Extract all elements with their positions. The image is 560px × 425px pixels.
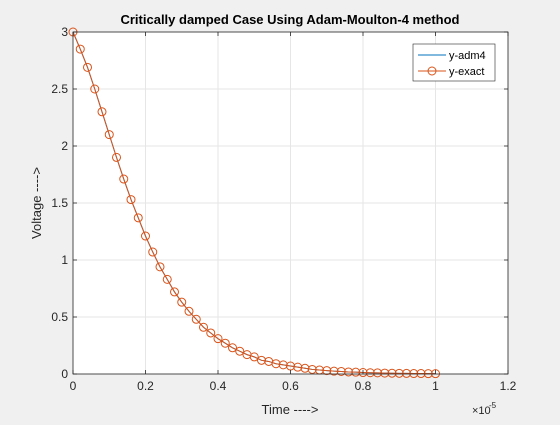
- x-tick-label: 0: [70, 379, 77, 393]
- y-tick-label: 1.5: [51, 196, 68, 210]
- series-point-y-exact: [155, 262, 165, 272]
- series-point-y-exact: [336, 366, 346, 376]
- series-point-y-exact: [278, 360, 288, 370]
- series-point-y-exact: [402, 368, 411, 378]
- series-point-y-exact: [300, 363, 310, 373]
- legend-exact-marker: [427, 66, 437, 76]
- y-axis-label: Voltage ---->: [29, 167, 44, 239]
- series-point-y-exact: [97, 107, 107, 117]
- series-point-y-exact: [257, 355, 266, 365]
- series-point-y-exact: [206, 328, 216, 338]
- y-tick-label: 0: [61, 367, 68, 381]
- series-point-y-exact: [75, 44, 85, 54]
- series-point-y-exact: [358, 368, 368, 378]
- legend-exact-label: y-exact: [449, 66, 484, 78]
- series-point-y-exact: [344, 367, 353, 377]
- series-point-y-exact: [293, 362, 303, 372]
- series-point-y-exact: [162, 274, 172, 284]
- series-line-y-exact: [72, 31, 436, 375]
- series-point-y-exact: [133, 213, 143, 223]
- series-point-y-exact: [307, 364, 317, 374]
- x-tick-label: 0.6: [282, 379, 299, 393]
- series-point-y-exact: [409, 369, 419, 379]
- series-point-y-exact: [249, 352, 259, 362]
- series-point-y-exact: [387, 368, 397, 378]
- y-tick-label: 3: [61, 25, 68, 39]
- series-point-y-exact: [228, 343, 237, 353]
- x-axis-label: Time ---->: [262, 402, 319, 417]
- x-exponent-power: -5: [489, 401, 497, 410]
- series-point-y-exact: [90, 84, 100, 94]
- y-tick-label: 1: [61, 253, 68, 267]
- series-point-y-exact: [104, 130, 114, 140]
- series-point-y-exact: [213, 334, 223, 344]
- series-point-y-exact: [83, 62, 92, 72]
- series-point-y-exact: [365, 368, 375, 378]
- series-point-y-exact: [170, 287, 179, 297]
- ticks: 0 0.2 0.4 0.6 0.8 1 1.2 0 0.5 1 1.5 2 2.5 3: [51, 25, 516, 393]
- series-point-y-exact: [112, 152, 121, 162]
- series-point-y-exact: [329, 366, 339, 376]
- series-point-y-exact: [141, 231, 150, 241]
- series-point-y-exact: [416, 369, 426, 379]
- legend: y-adm4 y-exact: [412, 43, 496, 82]
- y-tick-label: 0.5: [51, 310, 68, 324]
- series-layer: [68, 27, 440, 379]
- x-exponent-base: ×10: [472, 405, 491, 417]
- x-tick-label: 0.4: [210, 379, 227, 393]
- series-point-y-exact: [271, 359, 281, 369]
- x-tick-label: 1.2: [500, 379, 517, 393]
- series-point-y-exact: [126, 195, 136, 205]
- series-point-y-exact: [380, 368, 390, 378]
- series-point-y-exact: [177, 297, 187, 307]
- series-point-y-exact: [191, 314, 201, 324]
- series-point-y-exact: [184, 306, 194, 316]
- y-tick-label: 2: [61, 139, 68, 153]
- legend-adm4-label: y-adm4: [449, 50, 486, 62]
- x-tick-label: 0.2: [137, 379, 154, 393]
- series-point-y-exact: [322, 366, 332, 376]
- x-tick-label: 1: [432, 379, 439, 393]
- series-point-y-exact: [235, 346, 245, 356]
- series-point-y-exact: [351, 367, 361, 377]
- series-point-y-exact: [199, 322, 208, 332]
- legend-box: [412, 43, 496, 82]
- y-tick-label: 2.5: [51, 82, 68, 96]
- series-point-y-exact: [373, 368, 382, 378]
- series-point-y-exact: [394, 368, 404, 378]
- series-point-y-exact: [220, 338, 230, 348]
- series-point-y-exact: [148, 247, 158, 257]
- chart-title: Critically damped Case Using Adam-Moulto…: [120, 12, 459, 27]
- series-point-y-exact: [119, 174, 129, 184]
- x-tick-label: 0.8: [355, 379, 372, 393]
